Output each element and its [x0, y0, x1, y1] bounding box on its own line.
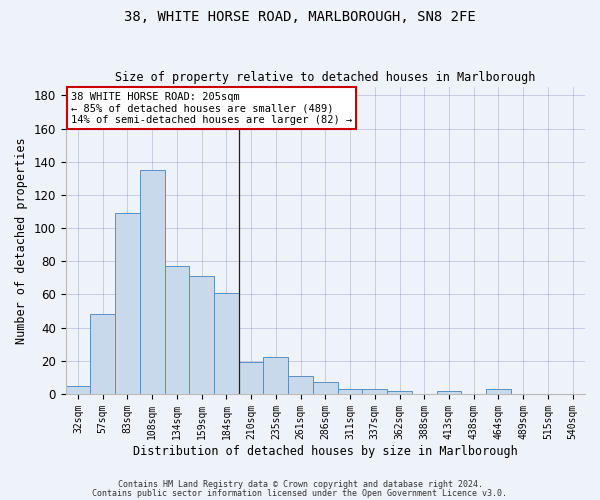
Text: Contains public sector information licensed under the Open Government Licence v3: Contains public sector information licen… — [92, 489, 508, 498]
Bar — [115, 213, 140, 394]
Bar — [65, 386, 91, 394]
Bar — [338, 389, 362, 394]
Bar — [263, 358, 288, 394]
Bar — [486, 389, 511, 394]
Bar — [140, 170, 164, 394]
Text: 38, WHITE HORSE ROAD, MARLBOROUGH, SN8 2FE: 38, WHITE HORSE ROAD, MARLBOROUGH, SN8 2… — [124, 10, 476, 24]
X-axis label: Distribution of detached houses by size in Marlborough: Distribution of detached houses by size … — [133, 444, 518, 458]
Bar — [387, 390, 412, 394]
Bar — [288, 376, 313, 394]
Text: 38 WHITE HORSE ROAD: 205sqm
← 85% of detached houses are smaller (489)
14% of se: 38 WHITE HORSE ROAD: 205sqm ← 85% of det… — [71, 92, 352, 125]
Bar — [164, 266, 190, 394]
Bar — [437, 390, 461, 394]
Bar — [190, 276, 214, 394]
Bar — [91, 314, 115, 394]
Text: Contains HM Land Registry data © Crown copyright and database right 2024.: Contains HM Land Registry data © Crown c… — [118, 480, 482, 489]
Bar — [239, 362, 263, 394]
Bar — [214, 293, 239, 394]
Title: Size of property relative to detached houses in Marlborough: Size of property relative to detached ho… — [115, 72, 536, 85]
Bar — [362, 389, 387, 394]
Y-axis label: Number of detached properties: Number of detached properties — [15, 137, 28, 344]
Bar — [313, 382, 338, 394]
